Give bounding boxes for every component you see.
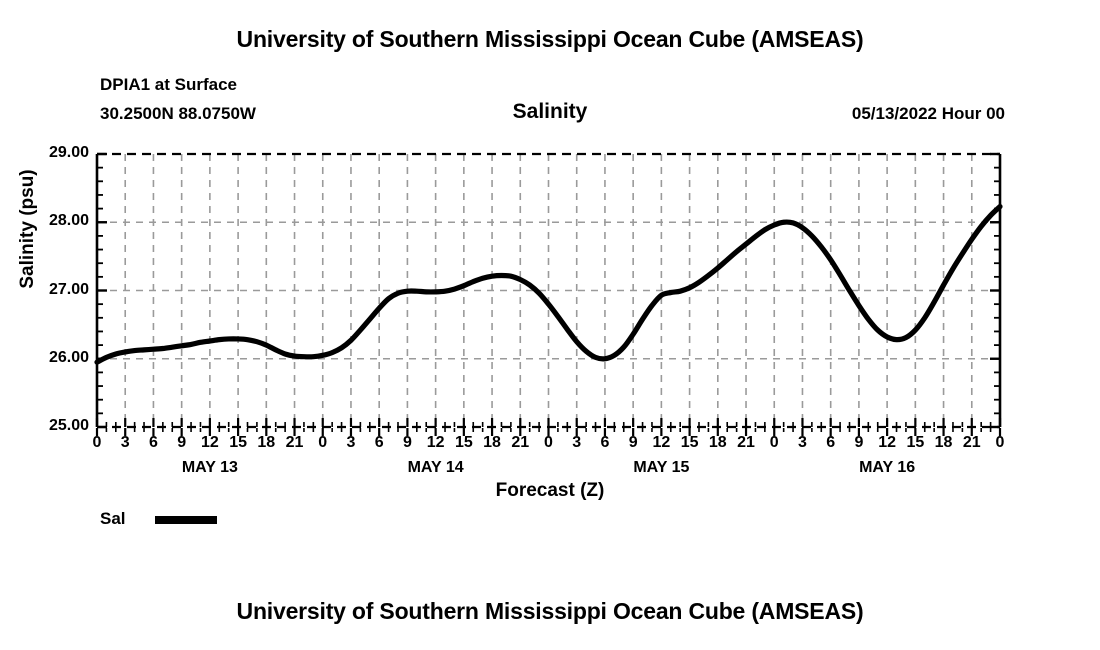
x-tick-label: 0 [318, 434, 328, 451]
x-tick-label: 21 [737, 434, 755, 451]
x-tick-label: 21 [511, 434, 530, 451]
x-tick-label: 9 [628, 434, 638, 451]
x-tick-label: 6 [374, 434, 384, 451]
x-axis-day-label: MAY 15 [633, 459, 690, 476]
x-tick-label: 12 [878, 434, 897, 451]
y-tick-label: 25.00 [48, 417, 89, 434]
x-tick-label: 9 [177, 434, 187, 451]
x-axis-day-label: MAY 13 [181, 459, 238, 476]
x-tick-label: 6 [600, 434, 610, 451]
y-tick-label: 29.00 [48, 144, 89, 161]
x-tick-label: 12 [426, 434, 445, 451]
x-tick-label: 15 [454, 434, 473, 451]
x-tick-label: 3 [572, 434, 582, 451]
y-tick-label: 26.00 [48, 348, 89, 366]
x-tick-label: 21 [962, 434, 981, 451]
x-tick-label: 15 [680, 434, 699, 451]
station-label: DPIA1 at Surface [100, 75, 237, 94]
coordinates-label: 30.2500N 88.0750W [100, 104, 256, 123]
model-run-time: 05/13/2022 Hour 00 [851, 104, 1005, 123]
x-tick-label: 3 [798, 434, 807, 451]
y-tick-label: 28.00 [48, 212, 89, 230]
variable-title: Salinity [512, 100, 588, 123]
x-tick-label: 18 [934, 434, 953, 451]
x-tick-label: 0 [769, 434, 779, 451]
x-tick-label: 18 [708, 434, 727, 451]
legend-label: Sal [100, 509, 126, 528]
x-tick-label: 9 [854, 434, 864, 451]
x-tick-label: 21 [285, 434, 304, 451]
x-axis-day-label: MAY 16 [859, 459, 916, 476]
x-tick-label: 15 [229, 434, 247, 451]
page-title: University of Southern Mississippi Ocean… [236, 26, 864, 52]
page-footer-title: University of Southern Mississippi Ocean… [236, 598, 864, 624]
x-tick-label: 3 [120, 434, 130, 451]
x-tick-label: 3 [346, 434, 356, 451]
x-tick-label: 0 [92, 434, 102, 451]
x-tick-label: 18 [483, 434, 501, 451]
x-axis-label: Forecast (Z) [495, 480, 605, 501]
x-tick-label: 0 [544, 434, 553, 451]
x-tick-label: 15 [906, 434, 925, 451]
x-tick-label: 6 [148, 434, 158, 451]
x-tick-label: 18 [257, 434, 276, 451]
y-tick-label: 27.00 [48, 280, 89, 298]
x-axis-day-label: MAY 14 [407, 459, 464, 476]
x-tick-label: 6 [826, 434, 836, 451]
x-tick-label: 12 [652, 434, 671, 451]
x-tick-label: 12 [200, 434, 219, 451]
x-tick-label: 9 [402, 434, 412, 451]
x-tick-label: 0 [995, 434, 1005, 451]
legend-line-swatch [155, 516, 217, 524]
data-line-sal [94, 203, 1003, 365]
